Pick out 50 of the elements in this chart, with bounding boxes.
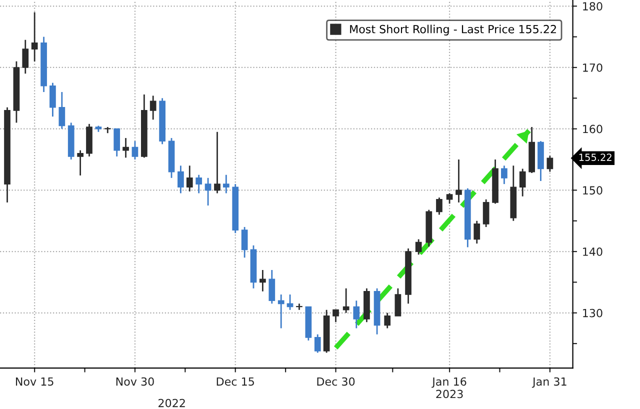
candlestick [241,226,248,258]
candlestick [214,131,220,194]
candlestick [501,164,508,185]
candlestick [77,150,84,176]
candlestick [260,269,266,292]
candlestick [114,128,120,158]
text: 2022 [158,398,185,408]
x-tick-label: Jan 31 [532,377,566,388]
x-tick-label: Nov 15 [16,377,54,386]
candlestick [482,198,490,228]
candlestick [31,12,38,62]
x-tick-label: Dec 15 [216,377,254,386]
candlestick [384,312,391,329]
candlestick [456,158,462,204]
y-tick-label: 150 [583,186,602,195]
candlestick [204,177,212,206]
candlestick [132,140,138,160]
y-tick-label: 160 [583,124,602,134]
candlestick [178,164,184,194]
y-tick-label: 170 [583,63,602,72]
candlestick [353,300,360,329]
candlestick [268,269,276,304]
candlestick [314,334,321,354]
candlestick [50,82,56,118]
candlestick [415,238,422,256]
candlestick [122,137,129,158]
y-tick-label: 140 [583,248,602,256]
candlestick [222,174,230,194]
y-tick-label: 180 [583,2,602,11]
candlestick [150,95,156,120]
legend-label: Most Short Rolling - Last Price 155.22 [350,24,556,36]
candlestick [58,91,66,130]
candlestick [278,294,284,329]
candlestick [519,168,526,198]
candlestick [394,288,402,317]
x-tick-label: Dec 30 [317,377,355,386]
candlestick [186,164,193,192]
candlestick [196,174,202,194]
x-tick-label: Nov 30 [116,377,154,386]
y-tick-label: 130 [583,308,602,318]
candlestick [436,196,442,216]
candlestick [332,309,339,323]
candlestick [474,220,480,244]
candlestick [296,302,302,311]
candlestick [22,39,29,74]
x-tick-label: Jan 16 2023 [432,377,466,398]
candlestick [446,192,453,204]
text: 155.22 [579,154,612,161]
candlestick [342,288,350,314]
candlestick [546,155,554,172]
